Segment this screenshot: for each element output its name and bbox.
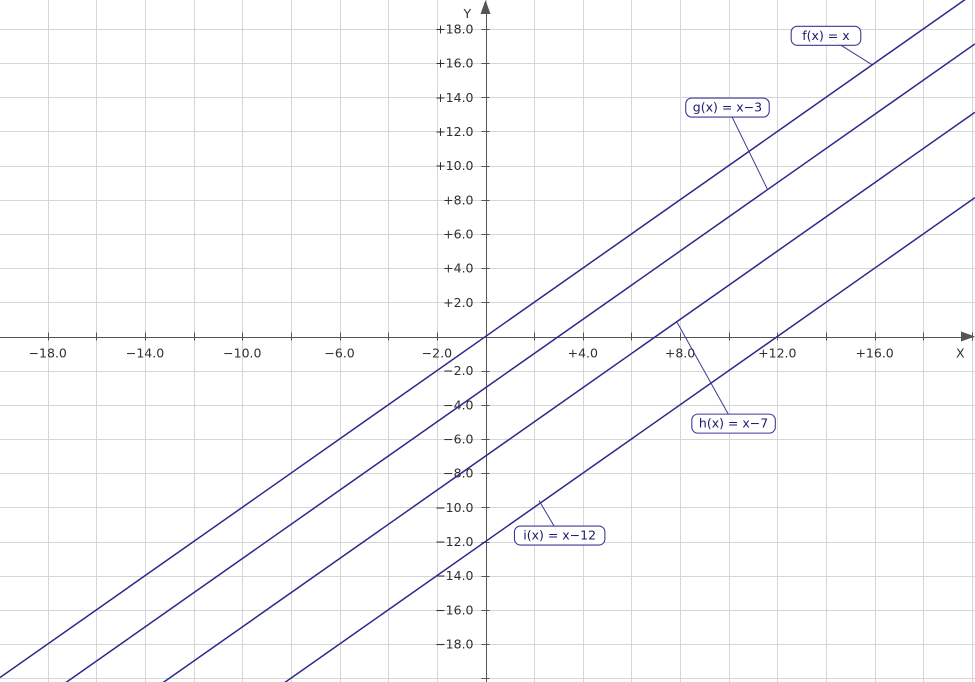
x-tick-label: −18.0 — [29, 346, 67, 361]
y-tick-label: −6.0 — [443, 432, 473, 447]
function-label-box[interactable] — [790, 25, 862, 46]
function-label-callout[interactable]: h(x) = x−7 — [691, 413, 776, 434]
function-label-box[interactable] — [513, 525, 606, 546]
x-tick-label: +4.0 — [568, 346, 598, 361]
y-tick-label: +14.0 — [435, 90, 473, 105]
function-label-text: f(x) = x — [802, 28, 849, 43]
y-axis-arrow-icon — [480, 0, 491, 14]
y-tick-label: +10.0 — [435, 158, 473, 173]
y-tick-label: +4.0 — [443, 261, 473, 276]
x-tick-label: −14.0 — [126, 346, 164, 361]
function-label-callout[interactable]: g(x) = x−3 — [685, 97, 770, 118]
y-tick-label: −12.0 — [435, 534, 473, 549]
y-tick-label: +18.0 — [435, 21, 473, 36]
function-line[interactable] — [0, 43, 975, 682]
x-tick-label: +16.0 — [855, 346, 893, 361]
axis-names: XY — [463, 6, 966, 361]
x-tick-label: −2.0 — [422, 346, 452, 361]
label-leader-line — [675, 320, 735, 424]
label-leader-line — [727, 107, 769, 190]
function-label-callout[interactable]: i(x) = x−12 — [513, 525, 606, 546]
y-axis-name: Y — [463, 6, 472, 21]
x-tick-label: +8.0 — [665, 346, 695, 361]
y-tick-label: +12.0 — [435, 124, 473, 139]
y-tick-label: +16.0 — [435, 56, 473, 71]
function-label-text: g(x) = x−3 — [693, 100, 762, 115]
y-tick-label: −18.0 — [435, 637, 473, 652]
function-label-box[interactable] — [685, 97, 770, 118]
function-line[interactable] — [0, 197, 975, 682]
x-axis-name: X — [956, 346, 965, 361]
function-label-box[interactable] — [691, 413, 776, 434]
function-label-callout[interactable]: f(x) = x — [790, 25, 862, 46]
x-tick-label: −10.0 — [223, 346, 261, 361]
axis-ticks — [47, 28, 974, 680]
function-label-text: i(x) = x−12 — [523, 528, 596, 543]
y-tick-label: +8.0 — [443, 192, 473, 207]
y-tick-label: +6.0 — [443, 226, 473, 241]
axis-tick-labels: −18.0 −14.0 −10.0 −6.0 −2.0 +4.0 +8.0 +12.0 +16.… — [29, 21, 894, 651]
y-tick-label: −10.0 — [435, 500, 473, 515]
x-axis-arrow-icon — [961, 331, 975, 342]
function-line[interactable] — [0, 111, 975, 682]
function-labels[interactable]: f(x) = x g(x) = x−3 h(x) = x−7 i(x) = x−12 — [513, 25, 873, 546]
y-tick-label: −14.0 — [435, 568, 473, 583]
y-tick-label: +2.0 — [443, 295, 473, 310]
x-tick-label: −6.0 — [324, 346, 354, 361]
y-tick-label: −2.0 — [443, 363, 473, 378]
x-tick-label: +12.0 — [758, 346, 796, 361]
y-tick-label: −16.0 — [435, 602, 473, 617]
function-label-text: h(x) = x−7 — [699, 416, 768, 431]
